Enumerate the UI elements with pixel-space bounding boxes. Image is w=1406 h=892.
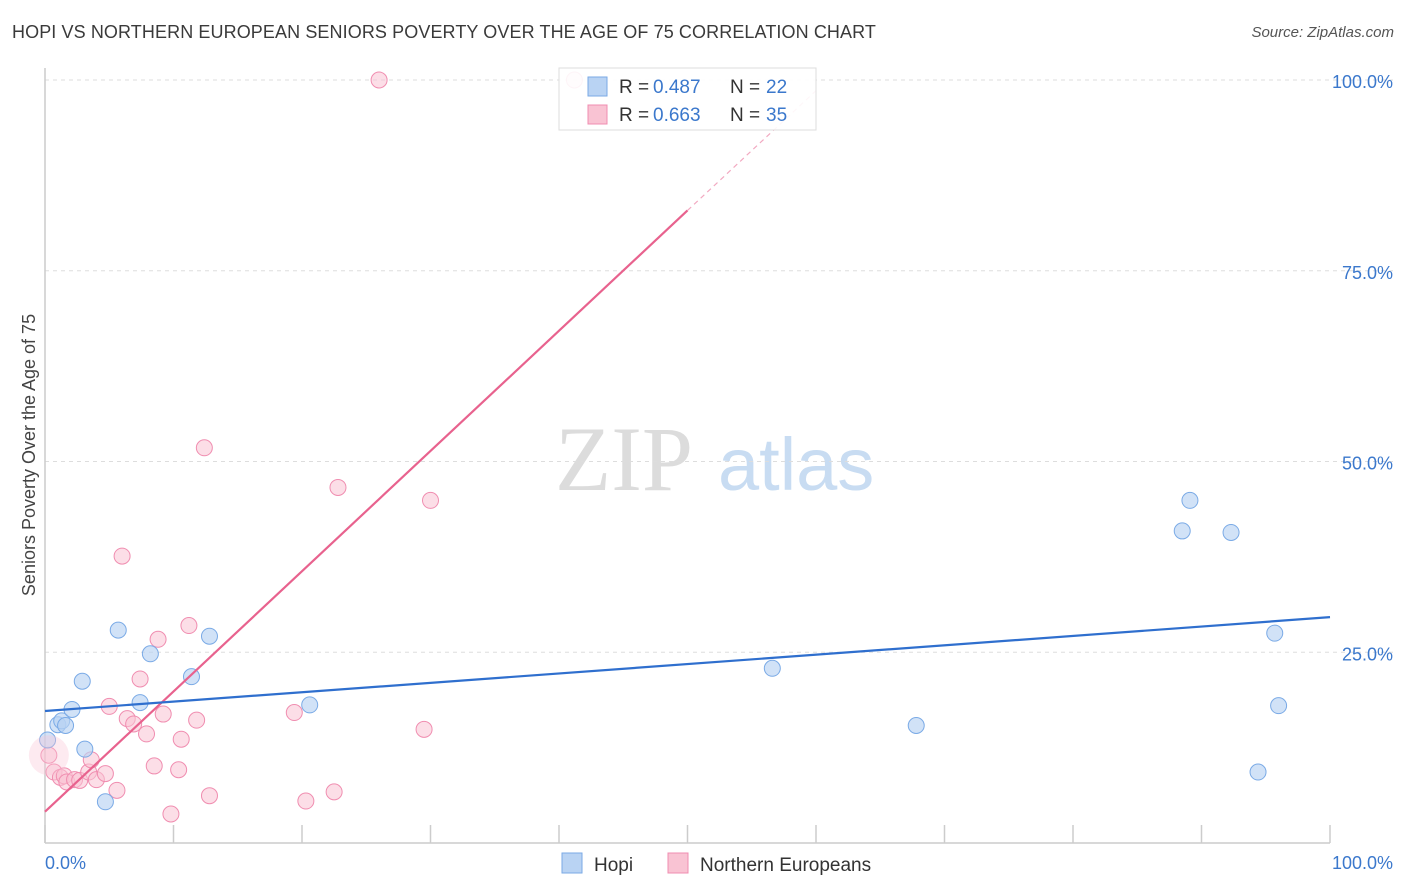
series-legend: Hopi Northern Europeans xyxy=(561,852,871,876)
stats-legend: R = 0.487 N = 22 R = 0.663 N = 35 xyxy=(558,67,817,131)
hopi-point xyxy=(73,672,91,690)
northern-europeans-point xyxy=(96,765,114,783)
northern-europeans-point xyxy=(188,711,206,729)
northern-europeans-point xyxy=(370,71,388,89)
northern-europeans-point xyxy=(170,761,188,779)
hopi-point xyxy=(907,716,925,734)
y-axis-title: Seniors Poverty Over the Age of 75 xyxy=(19,314,39,596)
hopi-point xyxy=(96,793,114,811)
x-tick-label: 100.0% xyxy=(1332,853,1393,873)
legend-r-label: R = xyxy=(619,77,649,98)
legend-swatch xyxy=(587,76,608,97)
hopi-point xyxy=(39,731,57,749)
hopi-point xyxy=(763,659,781,677)
northern-europeans-point xyxy=(145,757,163,775)
watermark-atlas: atlas xyxy=(718,423,874,506)
hopi-point xyxy=(301,696,319,714)
legend-r-label: R = xyxy=(619,105,649,126)
y-tick-label: 75.0% xyxy=(1342,263,1393,283)
legend-n-label: N = xyxy=(730,105,760,126)
northern-europeans-point xyxy=(415,720,433,738)
legend-n-label: N = xyxy=(730,77,760,98)
legend-r-value: 0.663 xyxy=(653,105,701,126)
northern-europeans-point xyxy=(329,478,347,496)
watermark-zip: ZIP xyxy=(555,408,693,510)
hopi-point xyxy=(1249,763,1267,781)
hopi-point xyxy=(1266,624,1284,642)
northern-europeans-point xyxy=(108,781,126,799)
x-tick-label: 0.0% xyxy=(45,853,86,873)
legend-ne-swatch xyxy=(667,852,689,874)
northern-europeans-point xyxy=(195,439,213,457)
northern-europeans-point xyxy=(138,725,156,743)
y-tick-label: 25.0% xyxy=(1342,644,1393,664)
northern-europeans-point xyxy=(297,792,315,810)
northern-europeans-point xyxy=(162,805,180,823)
y-tick-label: 100.0% xyxy=(1332,72,1393,92)
northern-europeans-point xyxy=(200,787,218,805)
northern-europeans-point xyxy=(149,630,167,648)
northern-europeans-point xyxy=(180,617,198,635)
y-tick-label: 50.0% xyxy=(1342,454,1393,474)
legend-swatch xyxy=(587,104,608,125)
hopi-point xyxy=(1173,522,1191,540)
northern-europeans-point xyxy=(154,705,172,723)
legend-n-value: 22 xyxy=(766,77,787,98)
hopi-point xyxy=(182,668,200,686)
hopi-point xyxy=(141,645,159,663)
legend-hopi-label: Hopi xyxy=(594,855,633,876)
northern-europeans-point xyxy=(113,547,131,565)
source-label: Source: ZipAtlas.com xyxy=(1251,24,1394,41)
hopi-point xyxy=(1222,523,1240,541)
legend-n-value: 35 xyxy=(766,105,787,126)
hopi-point xyxy=(57,716,75,734)
northern-europeans-point xyxy=(325,783,343,801)
hopi-point xyxy=(76,740,94,758)
northern-europeans-point xyxy=(422,491,439,509)
northern-europeans-trendline xyxy=(44,209,689,813)
northern-europeans-point xyxy=(125,715,143,733)
legend-ne-label: Northern Europeans xyxy=(700,855,871,876)
hopi-point xyxy=(200,627,218,645)
northern-europeans-point xyxy=(131,670,149,688)
hopi-point xyxy=(1181,491,1199,509)
hopi-trendline xyxy=(44,616,1331,713)
hopi-point xyxy=(109,621,127,639)
chart-title: HOPI VS NORTHERN EUROPEAN SENIORS POVERT… xyxy=(12,22,876,42)
northern-europeans-point xyxy=(172,730,190,748)
legend-r-value: 0.487 xyxy=(653,77,701,98)
northern-europeans-point xyxy=(285,704,303,722)
legend-hopi-swatch xyxy=(561,852,583,874)
northern-europeans-cluster-point xyxy=(28,735,69,776)
hopi-point xyxy=(1270,697,1288,715)
